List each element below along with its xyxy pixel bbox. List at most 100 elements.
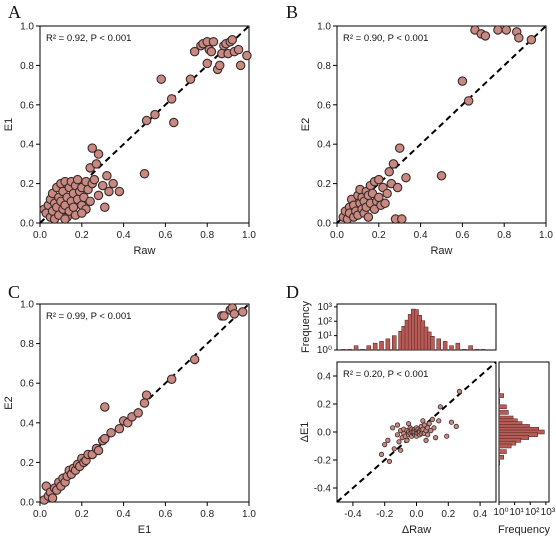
panel-c-x-tick-label: 0.0 [33, 509, 47, 520]
panel-d-top-histogram-bar [366, 345, 372, 351]
panel-a-data-point [206, 46, 217, 57]
panel-a-x-tick-label: 0.6 [158, 230, 172, 241]
panel-b-data-point [392, 182, 403, 193]
panel-a-y-tick-label: 0.2 [20, 179, 34, 190]
panel-a-data-point [150, 109, 160, 120]
panel-d-top-histogram-tick-label: 10⁰ [317, 345, 332, 356]
panel-c-y-tick-label: 0.6 [20, 379, 34, 390]
panel-c-stats-annotation: R² = 0.99, P < 0.001 [46, 311, 131, 322]
panel-d-letter: D [286, 282, 299, 302]
panel-a-data-point [208, 37, 219, 47]
panel-d-top-histogram-tick-label: 10² [318, 316, 333, 327]
panel-b-y-tick-label: 0.0 [317, 219, 331, 230]
panel-d-right-histogram-bar [498, 443, 512, 449]
panel-c-data-point [237, 307, 248, 317]
panel-c-y-axis-label: E2 [3, 396, 15, 409]
panel-d-data-point [444, 433, 450, 439]
panel-d-x-tick-label: -0.4 [344, 509, 362, 520]
panel-b-x-tick-label: 0.6 [455, 230, 469, 241]
panel-b-data-point [382, 188, 392, 199]
panel-c-data-point [100, 402, 110, 412]
panel-b-data-point [397, 214, 407, 224]
panel-c-data-point [100, 433, 110, 444]
panel-d-x-tick-label: 0.4 [473, 509, 487, 520]
panel-a-data-point [72, 174, 83, 185]
panel-a-data-point [202, 58, 212, 69]
panel-d-top-histogram-bar [481, 349, 486, 351]
panel-d-data-point [428, 427, 434, 434]
panel-d-data-point [423, 437, 429, 443]
panel-a-x-tick-label: 0.0 [33, 230, 47, 241]
panel-d-data-point [394, 432, 401, 438]
panel-d-data-point [456, 388, 463, 394]
panel-a-data-point [242, 50, 252, 61]
panel-d-top-histogram-bar [372, 342, 378, 351]
panel-d-right-histogram-tick-label: 10¹ [509, 507, 524, 518]
panel-c-letter: C [8, 282, 20, 302]
panel-d-right-histogram-bar [498, 404, 507, 410]
panel-c-y-tick-label: 0.2 [20, 458, 34, 469]
panel-a-y-tick-label: 0.4 [20, 140, 34, 151]
panel-c-x-tick-label: 0.6 [158, 509, 172, 520]
panel-a-data-point [114, 186, 125, 197]
panel-a-data-point [97, 180, 108, 191]
panel-d-top-histogram-tick-label: 10³ [318, 302, 333, 313]
panel-c-data-point [114, 423, 125, 434]
panel-b-y-tick-label: 0.2 [317, 179, 331, 190]
panel-b-x-tick-label: 0.4 [414, 230, 428, 241]
panel-d-right-histogram-bar [498, 460, 501, 466]
panel-b-y-tick-label: 1.0 [317, 22, 331, 33]
panel-a-y-tick-label: 0.0 [20, 219, 34, 230]
panel-b-data-point [457, 76, 468, 86]
panel-a-data-point [60, 214, 70, 224]
panel-b-data-point [394, 143, 405, 153]
panel-a-data-point [233, 44, 244, 55]
panel-b-letter: B [286, 2, 298, 22]
panel-c-x-tick-label: 0.4 [117, 509, 131, 520]
panel-d-data-point [420, 418, 426, 424]
panel-d-top-histogram-bar [379, 341, 384, 351]
panel-d-y-axis-label: ΔE1 [299, 422, 311, 443]
panel-d-data-point [394, 422, 401, 428]
panel-d-top-histogram-tick-label: 10¹ [318, 331, 333, 342]
panel-b-x-tick-label: 0.0 [330, 230, 344, 241]
panel-d-y-tick-label: 0.2 [317, 400, 331, 411]
panel-c-y-tick-label: 1.0 [20, 300, 34, 311]
panel-b-x-tick-label: 1.0 [539, 230, 553, 241]
panel-d-data-point [386, 458, 393, 464]
panel-b-data-point [463, 96, 474, 106]
panel-d-top-histogram-bar [430, 336, 435, 351]
panel-a-data-point [166, 94, 177, 104]
panel-d-top-histogram-bar [360, 349, 365, 351]
panel-a-data-point [156, 74, 166, 84]
panel-c-data-point [229, 309, 240, 319]
panel-a-y-tick-label: 0.6 [20, 100, 34, 111]
panel-a-x-tick-label: 0.4 [117, 230, 131, 241]
panel-d-data-point [385, 437, 391, 443]
panel-d-top-histogram-bar [468, 345, 473, 351]
panel-d-data-point [397, 447, 404, 453]
panel-d-data-point [448, 419, 455, 425]
panel-b-identity-line [336, 25, 547, 224]
panel-d-top-histogram-bar [436, 338, 442, 351]
panel-b-data-point [380, 198, 390, 209]
panel-b-stats-annotation: R² = 0.90, P < 0.001 [343, 33, 428, 44]
panel-a-data-point [68, 202, 79, 212]
panel-b-x-tick-label: 0.8 [497, 230, 511, 241]
panel-b-data-point [501, 25, 512, 35]
panel-d-data-point [405, 420, 412, 427]
panel-a-data-point [235, 60, 246, 71]
panel-d-data-point [396, 439, 402, 445]
panel-b-x-tick-label: 0.2 [372, 230, 386, 241]
panel-d-right-histogram-bar [498, 398, 501, 404]
panel-a-data-point [108, 178, 118, 189]
panel-d-y-tick-label: 0.0 [317, 428, 331, 439]
panel-d-stats-annotation: R² = 0.20, P < 0.001 [343, 369, 428, 380]
panel-d-right-histogram-bar [498, 410, 509, 415]
panel-d-right-histogram-bar [498, 387, 501, 393]
panel-a-data-point [104, 186, 114, 197]
panel-c-data-point [219, 311, 229, 321]
panel-a-data-point [85, 196, 95, 207]
panel-c-y-tick-label: 0.4 [20, 418, 34, 429]
panel-b-data-point [526, 35, 537, 45]
